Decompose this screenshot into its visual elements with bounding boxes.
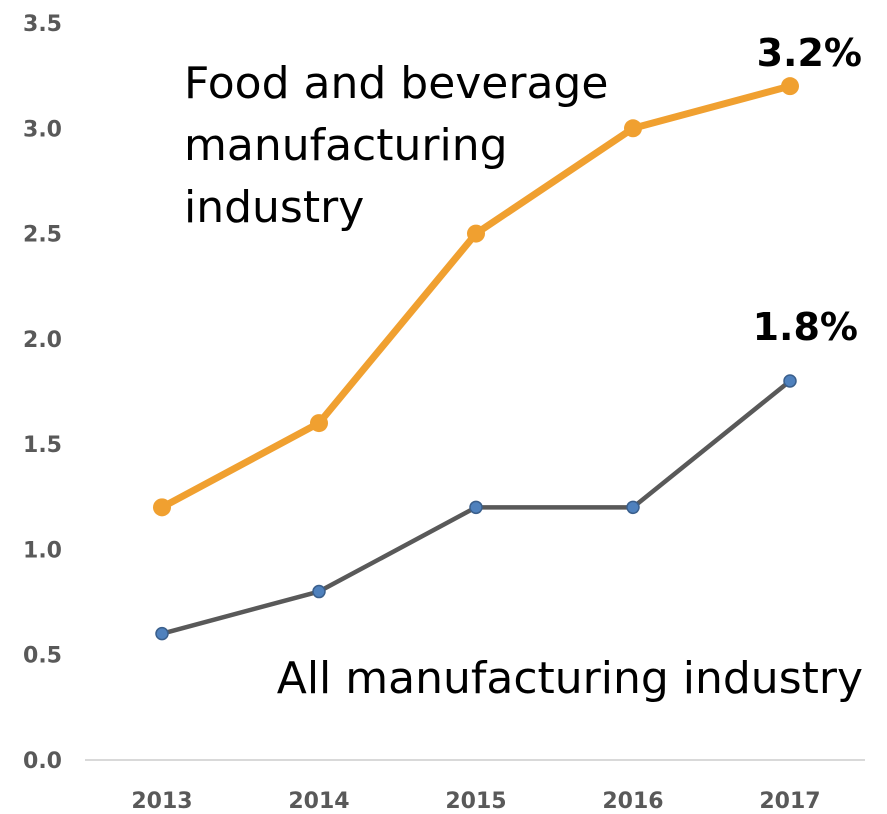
y-tick-label: 1.5 bbox=[23, 433, 62, 458]
x-tick-label: 2014 bbox=[288, 789, 349, 814]
y-tick-label: 3.0 bbox=[23, 117, 62, 142]
y-tick-label: 0.0 bbox=[23, 749, 62, 774]
end-label-all-manufacturing: 1.8% bbox=[753, 305, 858, 349]
data-point-all-manufacturing bbox=[626, 500, 640, 515]
y-tick-label: 0.5 bbox=[23, 644, 62, 669]
data-point-food-beverage bbox=[467, 224, 485, 243]
data-point-food-beverage bbox=[781, 77, 799, 96]
axes: 0.0 0.5 1.0 1.5 2.0 2.5 3.0 3.5 2013 2014 2015 2016… bbox=[23, 12, 865, 814]
data-point-all-manufacturing bbox=[783, 374, 797, 388]
series-label-food-line-3: industry bbox=[184, 182, 364, 233]
data-point-food-beverage bbox=[624, 119, 642, 138]
series-label-food-line-1: Food and beverage bbox=[184, 58, 608, 109]
data-point-all-manufacturing bbox=[155, 626, 169, 641]
data-point-food-beverage bbox=[310, 414, 328, 433]
x-tick-label: 2013 bbox=[131, 789, 192, 814]
series-markers bbox=[153, 77, 799, 641]
series-label-all-manufacturing: All manufacturing industry bbox=[277, 653, 863, 704]
y-tick-label: 3.5 bbox=[23, 12, 62, 37]
x-tick-label: 2015 bbox=[445, 789, 506, 814]
data-point-food-beverage bbox=[153, 498, 171, 517]
series-label-food-beverage: Food and beverage manufacturing industry bbox=[184, 58, 622, 233]
data-point-all-manufacturing bbox=[312, 584, 326, 599]
data-point-all-manufacturing bbox=[469, 500, 483, 515]
y-tick-label: 2.0 bbox=[23, 328, 62, 353]
x-tick-label: 2016 bbox=[602, 789, 663, 814]
y-tick-label: 2.5 bbox=[23, 223, 62, 248]
end-label-food-beverage: 3.2% bbox=[757, 31, 862, 75]
series-label-food-line-2: manufacturing bbox=[184, 120, 508, 171]
y-tick-label: 1.0 bbox=[23, 538, 62, 563]
x-tick-label: 2017 bbox=[759, 789, 820, 814]
